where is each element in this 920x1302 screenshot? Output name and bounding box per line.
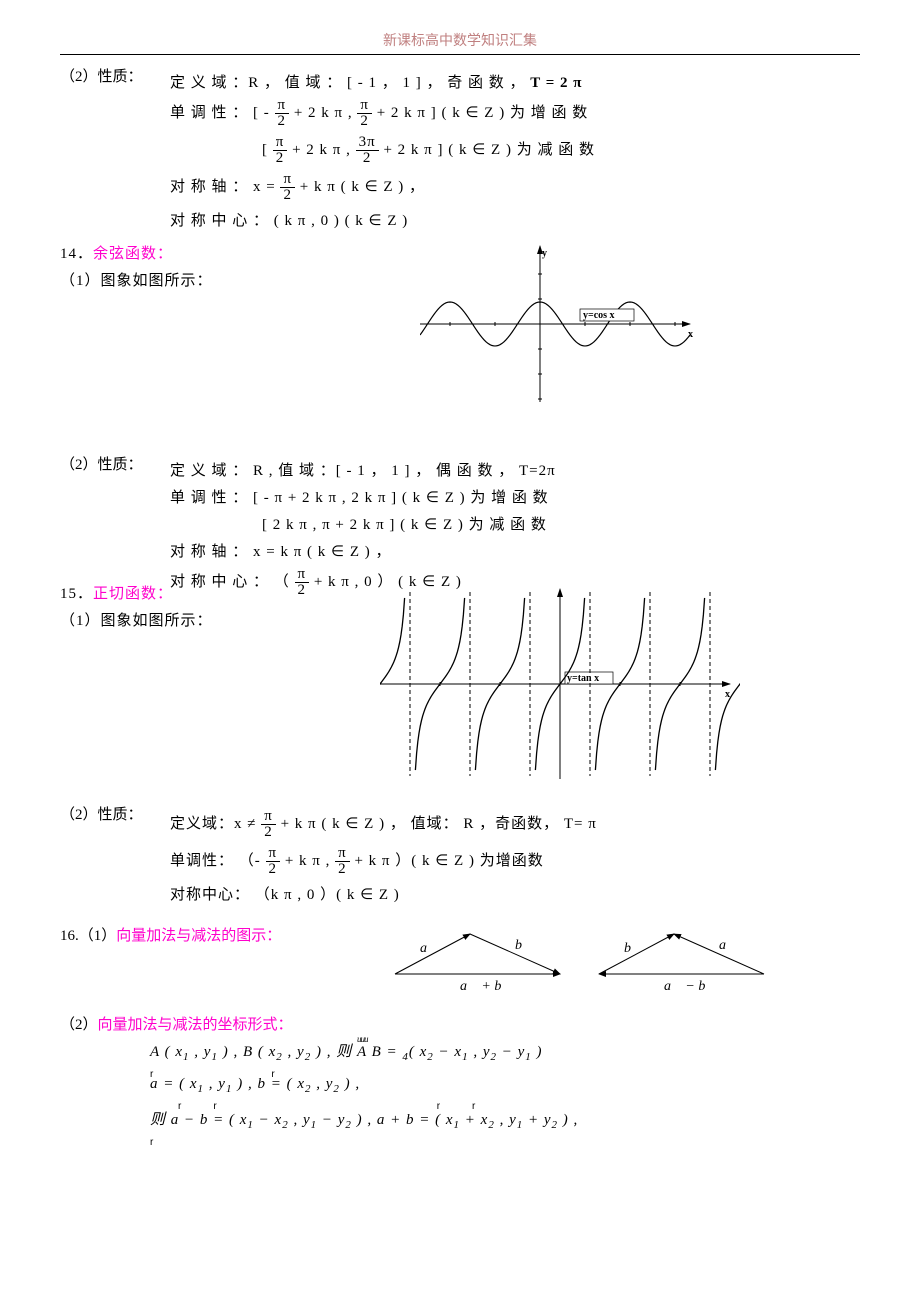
- frac-pi2: π2: [357, 98, 372, 129]
- section-15-props: （2）性质： 定义域：x ≠ π2 + k π ( k ∈ Z ) ， 值域： …: [60, 803, 860, 910]
- svg-text:y: y: [542, 248, 547, 259]
- line: 定义域：x ≠ π2 + k π ( k ∈ Z ) ， 值域： R ，奇函数，…: [170, 809, 860, 840]
- line: 则 a − b = ( x1 − x2 , y1 − y2 ) , a + b …: [150, 1108, 860, 1131]
- line: 定 义 域 ：R ， 值 域 ： [ - 1 ， 1 ] ， 奇 函 数 ， T…: [170, 71, 860, 92]
- svg-text:b⃗: b⃗: [624, 941, 642, 956]
- line: 对 称 轴 ： x = π2 + k π ( k ∈ Z ) ，: [170, 172, 860, 203]
- line: a = ( x1 , y1 ) , b = ( x2 , y2 ) ,: [150, 1076, 860, 1095]
- page-header: 新课标高中数学知识汇集: [60, 30, 860, 55]
- line: 单 调 性 ： [ - π2 + 2 k π , π2 + 2 k π ] ( …: [170, 98, 860, 129]
- section-16: 16.（1）向量加法与减法的图示： a⃗ b⃗ a⃗ + b⃗ b⃗ a⃗ a⃗…: [60, 924, 860, 999]
- r-marks: r: [150, 1137, 860, 1148]
- section-14: 14．余弦函数： （1）图象如图所示： y x y=cos x: [60, 236, 860, 453]
- section-16-2: （2）向量加法与减法的坐标形式：: [60, 1013, 860, 1034]
- chart-label: y=cos x: [583, 310, 615, 321]
- line: 对称中心： （k π , 0 ）( k ∈ Z ): [170, 883, 860, 904]
- frac-pi2: π2: [275, 98, 290, 129]
- svg-text:a⃗: a⃗: [719, 938, 737, 953]
- svg-text:b⃗: b⃗: [515, 938, 533, 953]
- frac-pi2: π2: [335, 846, 350, 877]
- svg-text:a⃗ − b⃗: a⃗ − b⃗: [664, 979, 716, 994]
- svg-text:a⃗: a⃗: [420, 941, 438, 956]
- vector-formulas: A ( x1 , y1 ) , B ( x2 , y2 ) , 则 A B = …: [60, 1040, 860, 1148]
- cos-chart: y x y=cos x: [420, 244, 700, 434]
- line: 对 称 轴 ： x = k π ( k ∈ Z ) ，: [170, 540, 860, 561]
- section-15: 15．正切函数： （1）图象如图所示： y=tan x x: [60, 576, 860, 803]
- line: 定 义 域 ： R , 值 域 ：[ - 1 ， 1 ] ， 偶 函 数 ， T…: [170, 459, 860, 480]
- prop-label: （2）性质：: [60, 65, 170, 86]
- line: 单调性： （- π2 + k π , π2 + k π ）( k ∈ Z ) 为…: [170, 846, 860, 877]
- frac-pi2: π2: [280, 172, 295, 203]
- vector-sub-diagram: b⃗ a⃗ a⃗ − b⃗: [584, 924, 784, 994]
- line: [ π2 + 2 k π , 3π2 + 2 k π ] ( k ∈ Z ) 为…: [170, 135, 860, 166]
- prop-label: （2）性质：: [60, 453, 170, 474]
- svg-text:x: x: [725, 689, 730, 700]
- prop-label: （2）性质：: [60, 803, 170, 824]
- svg-text:x: x: [688, 329, 693, 340]
- section-13-props: （2）性质： 定 义 域 ：R ， 值 域 ： [ - 1 ， 1 ] ， 奇 …: [60, 65, 860, 236]
- frac-3pi2: 3π2: [356, 135, 379, 166]
- tan-chart: y=tan x x: [380, 584, 740, 784]
- sub-label: （1）图象如图所示：: [60, 609, 260, 630]
- svg-text:a⃗ + b⃗: a⃗ + b⃗: [460, 979, 512, 994]
- line: [ 2 k π , π + 2 k π ] ( k ∈ Z ) 为 减 函 数: [170, 513, 860, 534]
- line: 对 称 中 心 ： ( k π , 0 ) ( k ∈ Z ): [170, 209, 860, 230]
- sub-label: （1）图象如图所示：: [60, 269, 260, 290]
- section-title: 14．余弦函数：: [60, 242, 260, 263]
- chart-label: y=tan x: [567, 673, 599, 684]
- line: A ( x1 , y1 ) , B ( x2 , y2 ) , 则 A B = …: [150, 1040, 860, 1063]
- vector-add-diagram: a⃗ b⃗ a⃗ + b⃗: [380, 924, 580, 994]
- line: 单 调 性 ： [ - π + 2 k π , 2 k π ] ( k ∈ Z …: [170, 486, 860, 507]
- frac-pi2: π2: [273, 135, 288, 166]
- frac-pi2: π2: [266, 846, 281, 877]
- frac-pi2: π2: [261, 809, 276, 840]
- section-title: 15．正切函数：: [60, 582, 260, 603]
